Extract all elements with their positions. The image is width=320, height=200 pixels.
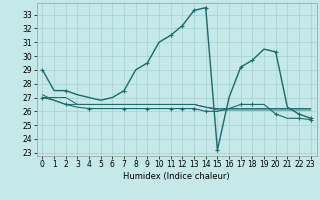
X-axis label: Humidex (Indice chaleur): Humidex (Indice chaleur) bbox=[123, 172, 230, 181]
